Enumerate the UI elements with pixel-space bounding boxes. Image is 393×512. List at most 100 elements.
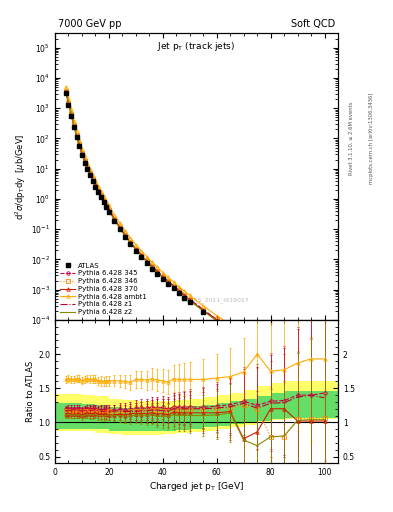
Pythia 6.428 346 [74, 132, 79, 138]
Pythia 6.428 ambt1 [241, 330, 246, 336]
Line: Pythia 6.428 z1: Pythia 6.428 z1 [66, 91, 325, 372]
Y-axis label: Ratio to ATLAS: Ratio to ATLAS [26, 361, 35, 422]
Pythia 6.428 ambt1 [82, 153, 87, 159]
Pythia 6.428 370 [144, 258, 149, 264]
Pythia 6.428 z1 [80, 150, 84, 156]
Pythia 6.428 ambt1 [187, 292, 192, 298]
Pythia 6.428 370 [66, 100, 71, 106]
Pythia 6.428 345 [214, 316, 219, 323]
Pythia 6.428 z1 [99, 192, 103, 198]
Pythia 6.428 ambt1 [255, 337, 259, 343]
Pythia 6.428 345 [187, 296, 192, 302]
Pythia 6.428 ambt1 [268, 344, 273, 350]
Pythia 6.428 345 [134, 245, 138, 251]
Pythia 6.428 ambt1 [88, 166, 92, 172]
Pythia 6.428 346 [268, 348, 273, 354]
Pythia 6.428 345 [96, 187, 101, 193]
Pythia 6.428 z1 [72, 122, 76, 128]
Pythia 6.428 z1 [123, 232, 127, 238]
Pythia 6.428 z1 [118, 224, 122, 230]
Pythia 6.428 370 [182, 293, 187, 299]
Pythia 6.428 z1 [74, 132, 79, 138]
Pythia 6.428 z1 [160, 273, 165, 280]
Pythia 6.428 z2 [128, 240, 133, 246]
Pythia 6.428 ambt1 [166, 274, 171, 281]
Pythia 6.428 346 [69, 111, 73, 117]
Pythia 6.428 345 [74, 132, 79, 138]
Pythia 6.428 z2 [214, 318, 219, 324]
Pythia 6.428 346 [322, 369, 327, 375]
Text: 7000 GeV pp: 7000 GeV pp [58, 19, 121, 29]
Pythia 6.428 370 [155, 269, 160, 275]
Pythia 6.428 370 [322, 370, 327, 376]
Pythia 6.428 z2 [182, 293, 187, 300]
Pythia 6.428 z2 [144, 259, 149, 265]
Pythia 6.428 370 [96, 187, 101, 194]
Pythia 6.428 346 [182, 292, 187, 298]
Pythia 6.428 z2 [282, 355, 286, 361]
Pythia 6.428 z2 [139, 253, 143, 259]
Pythia 6.428 z2 [309, 366, 313, 372]
Pythia 6.428 ambt1 [295, 355, 300, 361]
Pythia 6.428 346 [72, 122, 76, 128]
Pythia 6.428 z1 [322, 369, 327, 375]
Pythia 6.428 345 [166, 278, 171, 284]
Pythia 6.428 ambt1 [99, 188, 103, 194]
Y-axis label: d$^{2}\sigma$/dp$_{\mathrm{T}}$dy  [$\mu$b/GeV]: d$^{2}\sigma$/dp$_{\mathrm{T}}$dy [$\mu$… [14, 134, 28, 220]
Text: Soft QCD: Soft QCD [291, 19, 335, 29]
Pythia 6.428 ambt1 [104, 198, 108, 204]
Line: Pythia 6.428 ambt1: Pythia 6.428 ambt1 [64, 85, 326, 369]
Pythia 6.428 346 [255, 342, 259, 348]
Pythia 6.428 z1 [309, 364, 313, 370]
Pythia 6.428 z2 [134, 247, 138, 253]
Pythia 6.428 345 [150, 263, 154, 269]
Pythia 6.428 z1 [268, 348, 273, 354]
Pythia 6.428 346 [295, 359, 300, 366]
Pythia 6.428 z1 [96, 187, 101, 193]
Pythia 6.428 ambt1 [182, 288, 187, 294]
Pythia 6.428 370 [171, 284, 176, 290]
Pythia 6.428 ambt1 [74, 127, 79, 134]
Pythia 6.428 370 [309, 365, 313, 371]
Line: Pythia 6.428 370: Pythia 6.428 370 [64, 90, 326, 374]
Pythia 6.428 z2 [107, 207, 111, 214]
Pythia 6.428 ambt1 [112, 211, 117, 218]
Pythia 6.428 z1 [134, 246, 138, 252]
Pythia 6.428 345 [160, 273, 165, 279]
Pythia 6.428 370 [85, 165, 90, 171]
Pythia 6.428 346 [82, 158, 87, 164]
Pythia 6.428 346 [118, 224, 122, 230]
Pythia 6.428 z2 [74, 133, 79, 139]
Pythia 6.428 345 [182, 292, 187, 298]
Pythia 6.428 345 [123, 232, 127, 238]
Pythia 6.428 z2 [66, 100, 71, 106]
Pythia 6.428 346 [166, 279, 171, 285]
Pythia 6.428 ambt1 [160, 269, 165, 275]
Pythia 6.428 ambt1 [72, 117, 76, 123]
Pythia 6.428 z1 [282, 354, 286, 360]
Pythia 6.428 z2 [82, 158, 87, 164]
Pythia 6.428 370 [241, 334, 246, 340]
Pythia 6.428 346 [187, 296, 192, 303]
Pythia 6.428 370 [101, 198, 106, 204]
Pythia 6.428 370 [166, 279, 171, 285]
Pythia 6.428 345 [155, 268, 160, 274]
Pythia 6.428 ambt1 [90, 172, 95, 178]
Pythia 6.428 345 [171, 283, 176, 289]
Pythia 6.428 370 [160, 274, 165, 280]
Pythia 6.428 ambt1 [66, 95, 71, 101]
Pythia 6.428 345 [176, 287, 181, 293]
Pythia 6.428 ambt1 [139, 248, 143, 254]
Pythia 6.428 345 [255, 341, 259, 347]
Pythia 6.428 370 [72, 122, 76, 129]
Pythia 6.428 345 [80, 150, 84, 156]
Pythia 6.428 z2 [69, 112, 73, 118]
Pythia 6.428 z2 [77, 142, 82, 148]
Pythia 6.428 345 [282, 353, 286, 359]
Pythia 6.428 345 [66, 99, 71, 105]
Pythia 6.428 370 [123, 232, 127, 239]
Legend: ATLAS, Pythia 6.428 345, Pythia 6.428 346, Pythia 6.428 370, Pythia 6.428 ambt1,: ATLAS, Pythia 6.428 345, Pythia 6.428 34… [59, 261, 148, 316]
Pythia 6.428 ambt1 [176, 284, 181, 290]
Text: ATLAS_2011_I919017: ATLAS_2011_I919017 [183, 297, 250, 303]
Pythia 6.428 346 [99, 193, 103, 199]
